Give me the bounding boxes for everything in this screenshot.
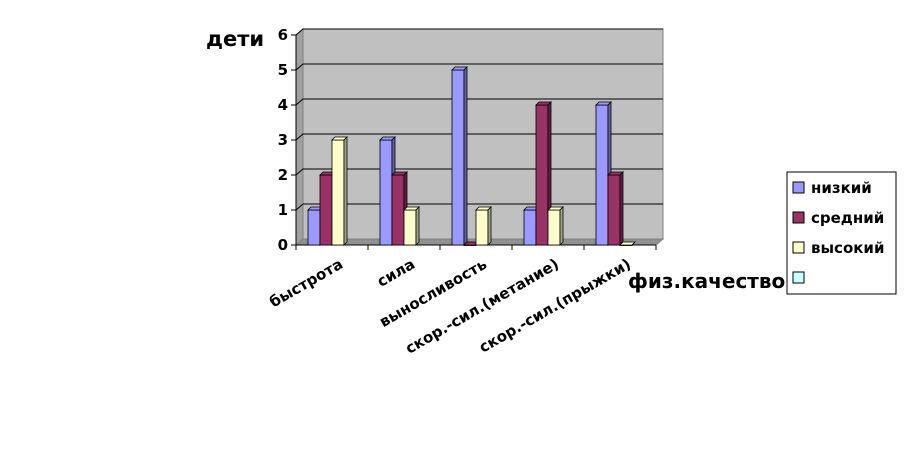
y-tick-label: 6 (278, 26, 288, 44)
y-tick-label: 4 (278, 96, 288, 114)
bar-side (415, 206, 420, 246)
bar-side (619, 171, 624, 246)
legend-swatch (792, 181, 805, 194)
x-tick-label: сила (374, 255, 418, 291)
bar (403, 206, 420, 246)
y-axis-title: дети (206, 27, 264, 51)
y-tick-label: 5 (278, 61, 288, 79)
legend-swatch (792, 241, 805, 254)
bar (451, 66, 468, 246)
bar (331, 136, 348, 246)
y-tick-label: 3 (278, 131, 288, 149)
bar-front (595, 104, 609, 246)
bar-side (463, 66, 468, 246)
bar-front (307, 209, 321, 246)
legend-swatch (792, 211, 805, 224)
bar-side (487, 206, 492, 246)
gridline (295, 98, 663, 106)
bar-front (319, 174, 333, 246)
bars (307, 66, 636, 246)
bar-front (607, 174, 621, 246)
bar (547, 206, 564, 246)
bar-front (451, 69, 465, 246)
legend-label: низкий (811, 179, 872, 197)
bar-front (391, 174, 405, 246)
bar-front (379, 139, 393, 246)
x-axis-title: физ.качество (628, 269, 785, 293)
bar-side (631, 241, 636, 246)
bar-front (535, 104, 549, 246)
legend-swatch (792, 271, 805, 284)
x-tick-label: быстрота (266, 255, 346, 311)
legend: низкий средний высокий (786, 171, 897, 295)
bar-side (343, 136, 348, 246)
x-axis: быстрота силавыносливостьскор.-сил.(метан… (266, 245, 657, 358)
bar-front (475, 209, 489, 246)
y-tick-label: 0 (278, 236, 288, 254)
bar-front (523, 209, 537, 246)
legend-label: средний (811, 209, 884, 227)
gridline (295, 63, 663, 71)
bar (607, 171, 624, 246)
bar-front (403, 209, 417, 246)
bar (619, 241, 636, 246)
y-tick-label: 1 (278, 201, 288, 219)
bar (475, 206, 492, 246)
legend-label: высокий (811, 239, 884, 257)
y-tick-label: 2 (278, 166, 288, 184)
gridline (295, 28, 663, 36)
legend-box (786, 171, 897, 295)
bar-front (331, 139, 345, 246)
bar-side (559, 206, 564, 246)
bar-front (547, 209, 561, 246)
